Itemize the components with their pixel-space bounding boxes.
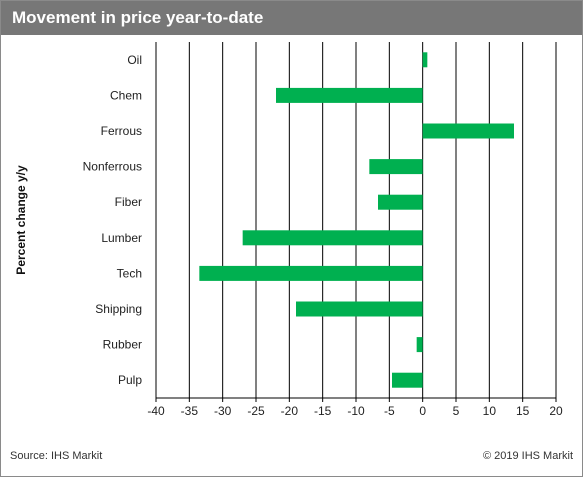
bar [378, 194, 423, 210]
category-label: Nonferrous [83, 160, 142, 174]
title-bar: Movement in price year-to-date [1, 1, 582, 35]
category-label: Lumber [101, 231, 142, 245]
x-tick-label: 0 [419, 404, 426, 418]
bar [392, 372, 423, 388]
x-tick-label: -10 [347, 404, 365, 418]
bar [416, 337, 423, 353]
category-label: Pulp [118, 373, 142, 387]
x-tick-label: -30 [214, 404, 232, 418]
category-label: Fiber [115, 195, 142, 209]
bar [422, 123, 514, 139]
x-tick-label: -25 [247, 404, 265, 418]
x-tick-label: -35 [181, 404, 199, 418]
x-tick-label: 5 [453, 404, 460, 418]
bar [276, 87, 423, 103]
x-tick-label: -20 [281, 404, 299, 418]
bar [296, 301, 423, 317]
x-tick-label: 20 [549, 404, 563, 418]
bar [369, 159, 423, 175]
copyright-note: © 2019 IHS Markit [482, 450, 573, 462]
x-tick-label: -40 [147, 404, 165, 418]
category-label: Tech [117, 266, 142, 280]
bar [199, 265, 423, 281]
x-tick-label: -15 [314, 404, 332, 418]
chart-title: Movement in price year-to-date [12, 8, 264, 27]
category-label: Ferrous [101, 124, 142, 138]
category-label: Rubber [103, 338, 142, 352]
source-note: Source: IHS Markit [10, 450, 103, 462]
bar [242, 230, 423, 246]
x-tick-label: 15 [516, 404, 530, 418]
x-tick-label: -5 [384, 404, 395, 418]
bar [422, 52, 428, 68]
category-label: Shipping [95, 302, 142, 316]
y-axis-title: Percent change y/y [14, 165, 28, 275]
x-tick-label: 10 [483, 404, 497, 418]
category-label: Oil [127, 53, 142, 67]
category-label: Chem [110, 88, 142, 102]
